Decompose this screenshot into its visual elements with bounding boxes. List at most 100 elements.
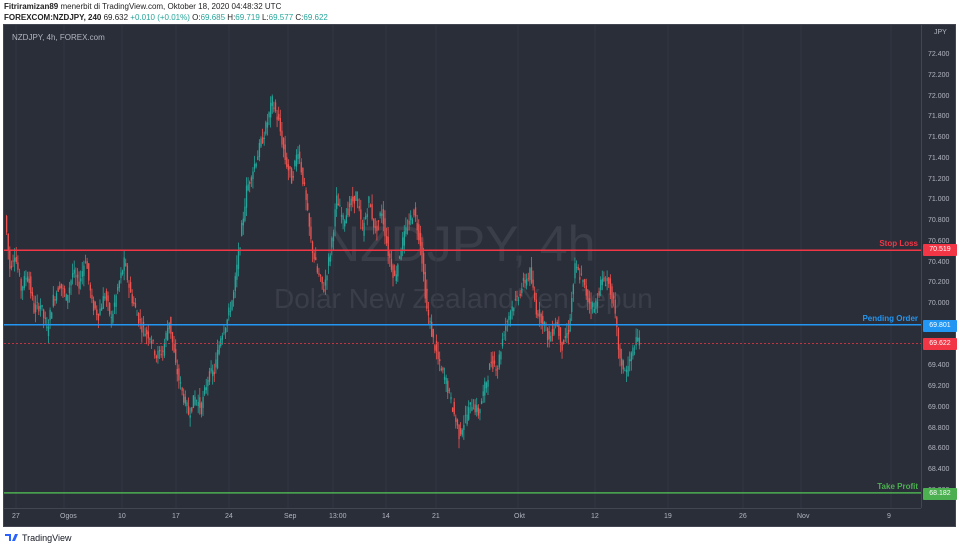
- price-tick: 69.400: [928, 362, 950, 370]
- candle: [385, 227, 388, 247]
- candle: [537, 310, 539, 319]
- candle: [75, 267, 77, 286]
- candle: [192, 395, 195, 409]
- candle: [535, 292, 537, 319]
- time-tick: Ogos: [60, 513, 77, 520]
- candle: [204, 385, 206, 397]
- candle: [112, 310, 114, 325]
- candle: [149, 337, 151, 344]
- candle: [492, 351, 494, 372]
- price-axis[interactable]: JPY 72.400 72.200 72.000 71.800 71.600 71.400…: [921, 25, 957, 508]
- candle: [197, 394, 199, 414]
- candle: [355, 190, 357, 202]
- candle: [94, 300, 96, 311]
- candle: [176, 359, 178, 382]
- candle: [279, 109, 281, 136]
- candle: [316, 263, 319, 275]
- candle: [261, 128, 264, 144]
- candle: [530, 256, 533, 285]
- candle: [157, 346, 159, 364]
- candle: [9, 246, 11, 278]
- candle: [6, 214, 8, 235]
- time-tick: 10: [118, 513, 126, 520]
- candle: [224, 326, 227, 339]
- candle: [538, 301, 541, 327]
- candle: [559, 327, 562, 353]
- candle: [89, 282, 92, 299]
- candle: [406, 219, 409, 235]
- price-tick: 71.800: [928, 113, 950, 121]
- candle: [57, 285, 59, 292]
- candle: [460, 422, 462, 437]
- candle: [556, 319, 558, 327]
- candle: [442, 366, 444, 374]
- candle: [129, 276, 132, 293]
- candle: [356, 191, 359, 209]
- candle: [160, 345, 162, 358]
- candle: [239, 247, 241, 256]
- chart-area[interactable]: NZDJPY, 4h Dolar New Zealand/Yen Jepun N…: [3, 24, 957, 527]
- price-tick: 72.000: [928, 92, 950, 100]
- candle: [374, 218, 376, 234]
- candle: [175, 339, 177, 366]
- candle: [482, 384, 484, 404]
- candle: [516, 290, 518, 301]
- candle: [33, 295, 35, 314]
- time-axis[interactable]: 27 Ogos 10 17 24 Sep 13:00 14 21 Okt 12 19 26 Nov 9: [4, 508, 921, 526]
- candlestick-plot[interactable]: [4, 25, 921, 508]
- candle: [348, 195, 351, 217]
- candle: [500, 350, 502, 365]
- candle: [84, 254, 87, 264]
- candle: [195, 399, 198, 406]
- candle: [361, 219, 364, 231]
- candle: [548, 325, 550, 348]
- candle: [424, 263, 426, 303]
- candle: [627, 356, 629, 377]
- candle: [527, 272, 529, 282]
- candle: [125, 258, 127, 267]
- candle: [186, 399, 188, 414]
- take-profit-label: Take Profit: [877, 482, 918, 491]
- candle: [234, 272, 236, 298]
- candle: [371, 194, 373, 221]
- symbol-label: FOREXCOM:NZDJPY, 240: [4, 13, 102, 22]
- candle: [247, 177, 249, 192]
- candle: [281, 122, 283, 148]
- candle: [63, 285, 66, 298]
- candle: [229, 301, 232, 318]
- candle: [221, 332, 224, 345]
- candle: [68, 281, 71, 303]
- candle: [590, 292, 592, 320]
- candle: [10, 260, 13, 271]
- candle: [474, 399, 476, 416]
- candle: [526, 273, 528, 290]
- candle: [270, 96, 272, 128]
- author-name[interactable]: Fitriramizan89: [4, 2, 59, 11]
- candle: [126, 262, 129, 283]
- ohlc-info: FOREXCOM:NZDJPY, 240 69.632 +0.010 (+0.0…: [4, 13, 328, 22]
- candle: [49, 307, 51, 329]
- candle: [34, 295, 37, 323]
- candle: [245, 177, 248, 216]
- candle: [347, 201, 349, 218]
- currency-label: JPY: [934, 29, 947, 36]
- candle: [408, 213, 410, 231]
- candle: [134, 297, 137, 309]
- chart-header: Fitriramizan89 menerbit di TradingView.c…: [0, 0, 959, 24]
- candle: [625, 365, 628, 382]
- candle: [78, 271, 80, 295]
- candle: [487, 375, 489, 395]
- close-label: C:: [295, 13, 304, 22]
- candle: [171, 331, 174, 351]
- candle: [88, 263, 90, 285]
- candle: [529, 267, 531, 287]
- candle: [189, 407, 191, 427]
- candle: [503, 331, 505, 340]
- candle: [67, 294, 69, 310]
- candle: [310, 217, 312, 243]
- stop-loss-label: Stop Loss: [879, 239, 918, 248]
- candle: [274, 99, 277, 113]
- candle: [546, 326, 549, 348]
- open-value: 69.685: [200, 13, 226, 22]
- candle: [463, 415, 465, 440]
